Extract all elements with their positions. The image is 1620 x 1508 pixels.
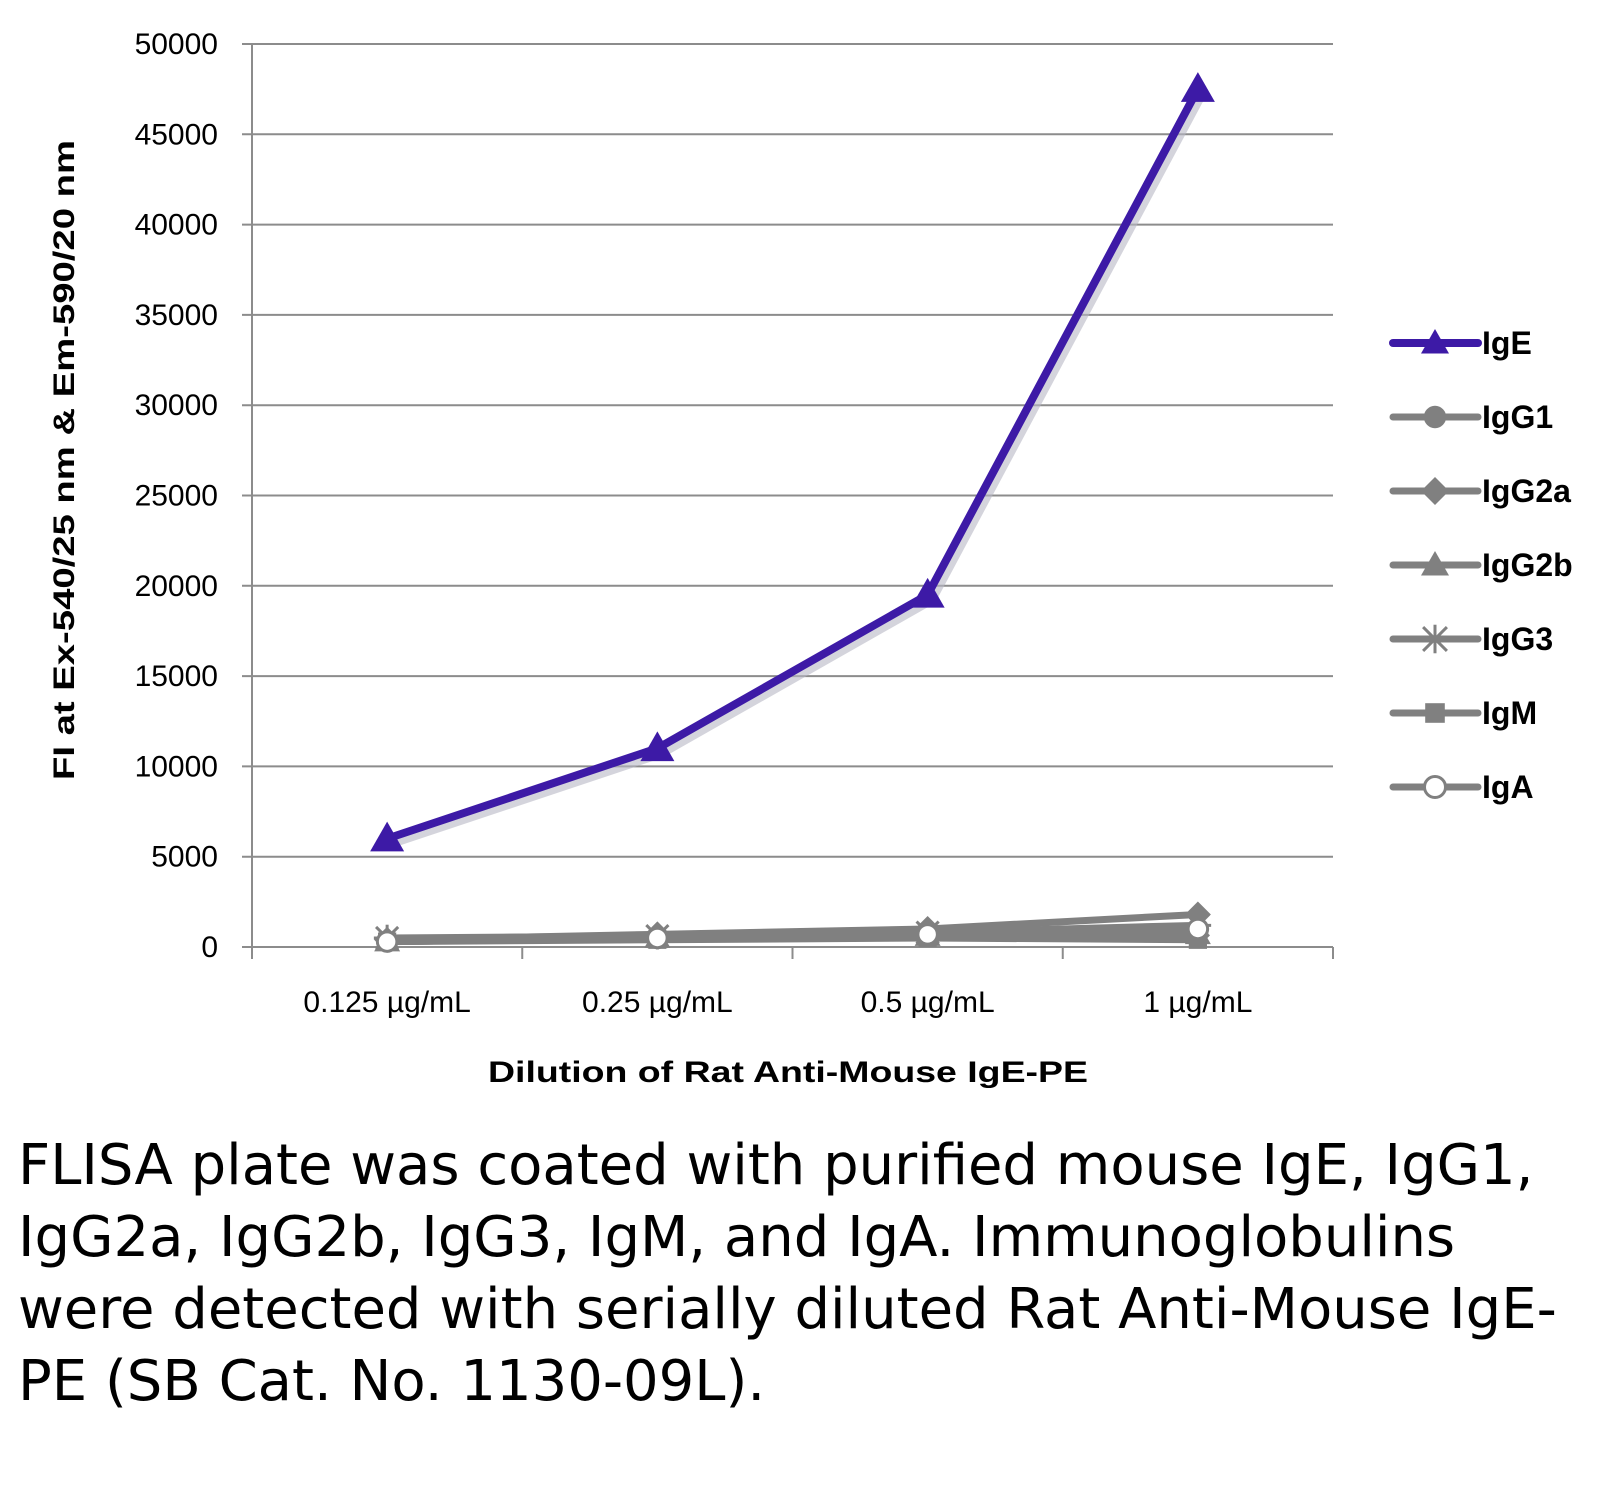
- legend-marker-igg2a: [1421, 477, 1449, 505]
- legend-item-igg2b: IgG2b: [1389, 547, 1573, 583]
- y-tick-label: 15000: [135, 660, 218, 693]
- data-point-ige: [910, 577, 945, 608]
- legend-label: IgG2b: [1482, 547, 1573, 583]
- x-tick-label: 1 µg/mL: [1143, 986, 1252, 1019]
- series-line-iga: [387, 925, 1198, 946]
- legend-label: IgG1: [1482, 399, 1553, 435]
- legend-marker-igm: [1425, 703, 1445, 723]
- y-tick-label: 10000: [135, 750, 218, 783]
- data-point-iga: [1186, 917, 1210, 941]
- legend-marker-igg3: [1420, 624, 1450, 654]
- legend-item-iga: IgA: [1389, 769, 1534, 805]
- data-point-ige: [640, 731, 675, 762]
- legend-item-ige: IgE: [1389, 325, 1532, 361]
- y-tick-label: 35000: [135, 299, 218, 332]
- legend-label: IgG3: [1482, 621, 1553, 657]
- legend: IgE IgG1 IgG2a IgG2b IgG3 IgM IgA: [1389, 325, 1573, 805]
- series-line-ige: [385, 87, 1202, 843]
- y-tick-label: 20000: [135, 570, 218, 603]
- series-line-shadow: [389, 92, 1206, 848]
- legend-marker-igg2b: [1421, 551, 1449, 576]
- y-tick-label: 50000: [135, 28, 218, 61]
- elisa-line-chart: 0 5000 10000 15000 20000 25000 30000 35000 40000…: [48, 28, 1573, 1089]
- legend-item-igg2a: IgG2a: [1389, 473, 1571, 509]
- y-tick-label: 25000: [135, 480, 218, 513]
- y-tick-label: 40000: [135, 209, 218, 242]
- legend-item-igg3: IgG3: [1389, 621, 1553, 657]
- legend-item-igm: IgM: [1389, 695, 1537, 731]
- legend-label: IgG2a: [1482, 473, 1571, 509]
- y-tick-label: 45000: [135, 118, 218, 151]
- y-tick-label: 5000: [151, 841, 218, 874]
- y-axis-title: FI at Ex-540/25 nm & Em-590/20 nm: [48, 140, 81, 780]
- y-axis-ticks: 0 5000 10000 15000 20000 25000 30000 35000 40000…: [135, 28, 218, 964]
- data-point-ige: [370, 821, 405, 852]
- data-series: [370, 72, 1215, 953]
- figure-caption: FLISA plate was coated with purified mou…: [18, 1133, 1557, 1414]
- series-iga: [375, 917, 1210, 953]
- x-tick-label: 0.125 µg/mL: [303, 986, 470, 1019]
- data-point-iga: [646, 926, 669, 950]
- y-tick-label: 0: [201, 931, 218, 964]
- y-tick-label: 30000: [135, 389, 218, 422]
- legend-label: IgE: [1482, 325, 1532, 361]
- x-axis-title: Dilution of Rat Anti-Mouse IgE-PE: [488, 1056, 1088, 1089]
- data-point-ige: [1180, 72, 1215, 102]
- gridlines: [242, 43, 1333, 948]
- legend-marker-ige: [1421, 329, 1449, 354]
- legend-label: IgA: [1482, 769, 1534, 805]
- x-tick-label: 0.25 µg/mL: [582, 986, 733, 1019]
- series-ige: [370, 72, 1215, 852]
- data-point-iga: [375, 930, 399, 953]
- legend-item-igg1: IgG1: [1389, 399, 1553, 435]
- data-point-iga: [916, 923, 939, 946]
- legend-marker-igg1: [1423, 405, 1447, 429]
- x-tick-label: 0.5 µg/mL: [861, 986, 995, 1019]
- x-axis: 0.125 µg/mL 0.25 µg/mL 0.5 µg/mL 1 µg/mL: [251, 947, 1334, 1019]
- legend-marker-iga: [1423, 775, 1447, 799]
- legend-label: IgM: [1482, 695, 1537, 731]
